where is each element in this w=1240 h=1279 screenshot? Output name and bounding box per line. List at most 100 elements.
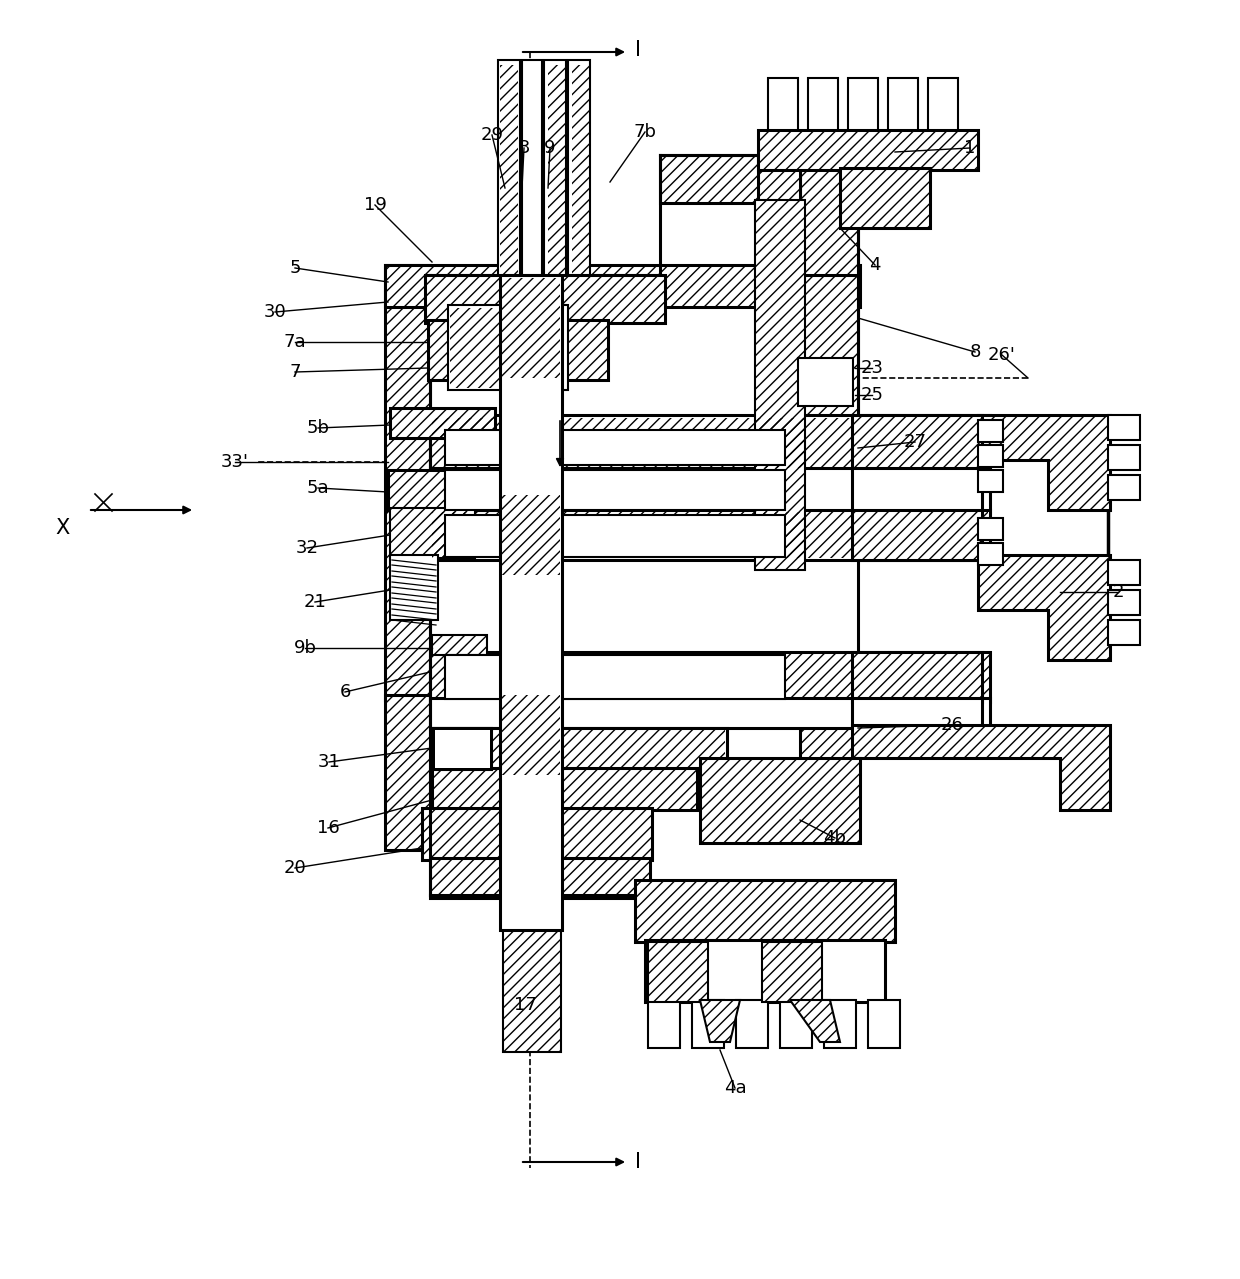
- Text: 26: 26: [941, 716, 963, 734]
- Text: X: X: [55, 518, 69, 538]
- Bar: [544, 60, 565, 275]
- Bar: [1109, 620, 1140, 645]
- Polygon shape: [852, 725, 1110, 810]
- Text: 5a: 5a: [306, 480, 330, 498]
- Text: 23: 23: [861, 359, 883, 377]
- Bar: [660, 155, 800, 203]
- Bar: [1109, 414, 1140, 440]
- Bar: [434, 730, 725, 767]
- Bar: [445, 655, 785, 700]
- Bar: [432, 728, 727, 770]
- Bar: [428, 320, 608, 380]
- Bar: [1109, 590, 1140, 615]
- Bar: [384, 265, 430, 700]
- Bar: [445, 515, 785, 556]
- Polygon shape: [978, 555, 1110, 660]
- Bar: [503, 862, 560, 1053]
- Bar: [852, 414, 982, 469]
- Bar: [435, 730, 490, 767]
- Bar: [448, 304, 568, 390]
- Bar: [758, 130, 978, 170]
- Bar: [500, 65, 518, 275]
- Bar: [763, 943, 822, 1001]
- Text: 9b: 9b: [294, 640, 316, 657]
- Bar: [701, 758, 861, 843]
- Bar: [649, 1000, 680, 1048]
- Text: 26': 26': [988, 347, 1016, 365]
- Text: 27: 27: [904, 434, 926, 451]
- Text: 19: 19: [363, 196, 387, 214]
- Bar: [649, 943, 708, 1001]
- Bar: [848, 78, 878, 133]
- Text: 16: 16: [316, 819, 340, 836]
- Text: 4: 4: [869, 256, 880, 274]
- Bar: [450, 308, 500, 388]
- Bar: [432, 512, 988, 558]
- Bar: [384, 265, 861, 307]
- Bar: [391, 508, 475, 558]
- Bar: [502, 694, 560, 775]
- Bar: [430, 510, 990, 560]
- Bar: [568, 60, 590, 275]
- Bar: [692, 1000, 724, 1048]
- Bar: [737, 1000, 768, 1048]
- Bar: [888, 78, 918, 133]
- Polygon shape: [701, 1000, 740, 1042]
- Bar: [1109, 445, 1140, 469]
- Text: 4a: 4a: [724, 1079, 746, 1097]
- Text: I: I: [635, 1152, 641, 1172]
- Text: 9: 9: [544, 139, 556, 157]
- Bar: [978, 445, 1003, 467]
- Bar: [388, 469, 503, 510]
- Bar: [852, 468, 982, 513]
- Bar: [422, 808, 652, 859]
- Text: I: I: [635, 40, 641, 60]
- Text: 7b: 7b: [634, 123, 656, 141]
- Text: 7: 7: [289, 363, 301, 381]
- Bar: [978, 518, 1003, 540]
- Bar: [430, 652, 990, 702]
- Bar: [800, 694, 858, 810]
- Bar: [1109, 560, 1140, 585]
- Bar: [645, 940, 885, 1001]
- Bar: [978, 469, 1003, 492]
- Bar: [572, 65, 590, 275]
- Bar: [391, 555, 438, 620]
- Bar: [1109, 475, 1140, 500]
- Bar: [548, 65, 565, 275]
- Bar: [839, 168, 930, 228]
- Bar: [502, 278, 560, 379]
- Bar: [391, 408, 495, 437]
- Bar: [635, 880, 895, 943]
- Text: 20: 20: [284, 859, 306, 877]
- Text: 5: 5: [289, 260, 301, 278]
- Bar: [928, 78, 959, 133]
- Bar: [800, 155, 858, 515]
- Bar: [868, 1000, 900, 1048]
- Bar: [432, 728, 492, 770]
- Text: 21: 21: [304, 593, 326, 611]
- Text: 4b: 4b: [823, 829, 847, 847]
- Bar: [825, 1000, 856, 1048]
- Bar: [808, 78, 838, 133]
- Text: 17: 17: [513, 996, 537, 1014]
- Bar: [430, 468, 990, 513]
- Bar: [799, 358, 853, 405]
- Bar: [432, 767, 697, 810]
- Bar: [852, 652, 982, 702]
- Text: 8: 8: [970, 343, 981, 361]
- Text: 5b: 5b: [306, 420, 330, 437]
- Text: 33': 33': [221, 453, 249, 471]
- Text: 7a: 7a: [284, 333, 306, 350]
- Bar: [445, 469, 785, 510]
- Bar: [502, 495, 560, 576]
- Bar: [432, 418, 988, 468]
- Bar: [780, 1000, 812, 1048]
- Text: 3: 3: [518, 139, 529, 157]
- Bar: [978, 420, 1003, 443]
- Text: 6: 6: [340, 683, 351, 701]
- Bar: [755, 200, 805, 570]
- Bar: [430, 414, 990, 469]
- Bar: [430, 698, 990, 728]
- Text: 25: 25: [861, 386, 883, 404]
